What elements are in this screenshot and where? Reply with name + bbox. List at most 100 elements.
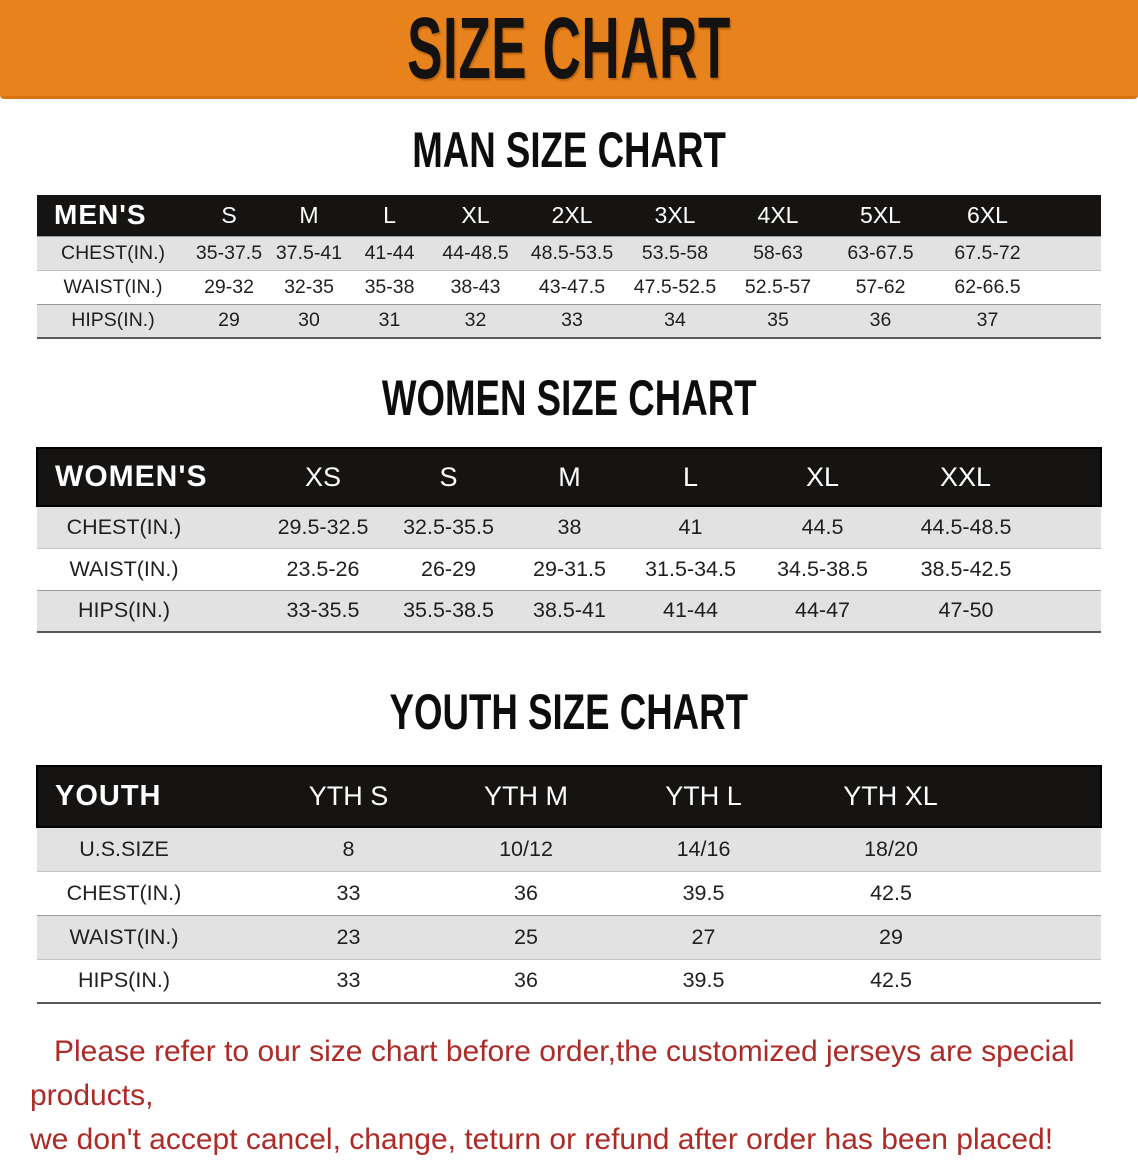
- measurement-row: CHEST(IN.) 35-37.5 37.5-41 41-44 44-48.5 48.5…: [37, 236, 1101, 270]
- measurement-row-label: WAIST(IN.): [63, 275, 163, 298]
- measurement-row: WAIST(IN.) 29-32 32-35 35-38 38-43 43-47.5 47.…: [37, 270, 1101, 304]
- measurement-value: 35-38: [364, 275, 415, 298]
- size-column-header: YTH XL: [843, 781, 938, 811]
- measurement-value: 35: [767, 309, 789, 332]
- youth-size-table-wrap: YOUTH YTH S YTH M YTH L YTH XL U.S.SIZE 8 10/1…: [0, 765, 1138, 1004]
- measurement-value: 29.5-32.5: [277, 514, 369, 539]
- measurement-row-label: CHEST(IN.): [66, 514, 182, 539]
- banner-title: SIZE CHART: [407, 0, 731, 97]
- measurement-value: 67.5-72: [954, 241, 1021, 264]
- size-column-header: XL: [805, 461, 840, 492]
- women-header-row: WOMEN'S XS S M L XL XXL: [37, 448, 1101, 506]
- measurement-value: 33: [561, 309, 583, 332]
- measurement-value: 32: [464, 309, 487, 332]
- measurement-value: 37.5-41: [275, 241, 343, 264]
- measurement-value: 33: [336, 968, 361, 993]
- measurement-value: 41: [678, 514, 703, 539]
- order-notice: Please refer to our size chart before or…: [0, 1030, 1138, 1162]
- measurement-value: 36: [514, 968, 538, 993]
- measurement-row: WAIST(IN.) 23 25 27 29: [37, 915, 1101, 959]
- measurement-value: 38-43: [450, 275, 501, 298]
- measurement-value: 47-50: [938, 598, 994, 623]
- measurement-value: 33: [336, 880, 361, 905]
- size-column-header: XS: [304, 461, 342, 492]
- man-section-title: MAN SIZE CHART: [0, 121, 1138, 178]
- measurement-value: 48.5-53.5: [530, 241, 614, 264]
- measurement-value: 14/16: [676, 836, 731, 861]
- size-column-header: XL: [461, 201, 490, 228]
- size-column-header: S: [221, 201, 237, 228]
- measurement-value: 29: [218, 309, 240, 332]
- measurement-row: CHEST(IN.) 29.5-32.5 32.5-35.5 38 41 44.5 44.5…: [37, 506, 1101, 548]
- man-section-title-text: MAN SIZE CHART: [412, 121, 726, 178]
- measurement-value: 43-47.5: [538, 275, 606, 298]
- measurement-value: 31: [378, 309, 401, 332]
- measurement-row-label: WAIST(IN.): [69, 924, 179, 949]
- measurement-value: 25: [514, 924, 538, 949]
- size-column-header: L: [682, 461, 699, 492]
- measurement-row: WAIST(IN.) 23.5-26 26-29 29-31.5 31.5-34.5 34…: [37, 548, 1101, 590]
- measurement-value: 35-37.5: [195, 241, 263, 264]
- measurement-value: 36: [514, 880, 538, 905]
- measurement-row: HIPS(IN.) 33 36 39.5 42.5: [37, 959, 1101, 1003]
- size-column-header: 6XL: [967, 201, 1008, 228]
- women-section-title-text: WOMEN SIZE CHART: [381, 369, 757, 426]
- measurement-row-label: U.S.SIZE: [79, 836, 169, 861]
- measurement-value: 32-35: [284, 275, 334, 298]
- women-section-title: WOMEN SIZE CHART: [0, 369, 1138, 426]
- measurement-value: 27: [691, 924, 716, 949]
- size-column-header: YTH L: [665, 781, 742, 811]
- size-column-header: 3XL: [654, 201, 696, 228]
- measurement-value: 39.5: [682, 880, 725, 905]
- measurement-value: 39.5: [682, 968, 725, 993]
- measurement-value: 36: [869, 309, 892, 332]
- measurement-value: 31.5-34.5: [645, 556, 736, 581]
- measurement-value: 57-62: [855, 275, 906, 298]
- measurement-value: 44-47: [795, 598, 850, 623]
- measurement-value: 8: [342, 836, 355, 861]
- size-column-header: L: [383, 201, 396, 228]
- measurement-value: 41-44: [364, 241, 415, 264]
- size-column-header: M: [558, 461, 581, 492]
- measurement-value: 23.5-26: [286, 556, 360, 581]
- measurement-value: 32.5-35.5: [403, 514, 494, 539]
- size-group-label: WOMEN'S: [55, 460, 208, 493]
- measurement-value: 47.5-52.5: [633, 275, 717, 298]
- measurement-row-label: HIPS(IN.): [78, 598, 170, 623]
- measurement-value: 44-48.5: [442, 241, 509, 264]
- measurement-value: 38.5-42.5: [920, 556, 1012, 581]
- order-notice-line2: we don't accept cancel, change, teturn o…: [30, 1123, 1054, 1156]
- measurement-value: 18/20: [864, 836, 918, 861]
- men-size-table-wrap: MEN'S S M L XL 2XL 3XL 4XL 5XL 6XL CHEST(IN.) 35-3…: [0, 195, 1138, 339]
- women-size-table-wrap: WOMEN'S XS S M L XL XXL CHEST(IN.) 29.5-32.5 32.…: [0, 447, 1138, 633]
- measurement-value: 33-35.5: [286, 598, 360, 623]
- measurement-value: 63-67.5: [847, 241, 914, 264]
- measurement-value: 38.5-41: [533, 598, 606, 623]
- measurement-value: 34: [664, 309, 686, 332]
- measurement-value: 42.5: [870, 880, 912, 905]
- measurement-value: 41-44: [663, 598, 718, 623]
- measurement-value: 29: [879, 924, 903, 949]
- measurement-value: 58-63: [753, 241, 803, 264]
- size-column-header: 4XL: [757, 201, 799, 228]
- measurement-value: 29-31.5: [533, 556, 606, 581]
- youth-section-title-text: YOUTH SIZE CHART: [389, 683, 749, 740]
- measurement-value: 23: [336, 924, 361, 949]
- measurement-row: U.S.SIZE 8 10/12 14/16 18/20: [37, 827, 1101, 871]
- measurement-value: 29-32: [204, 275, 254, 298]
- size-column-header: XXL: [939, 461, 992, 492]
- measurement-row-label: CHEST(IN.): [61, 241, 165, 264]
- order-notice-line1: Please refer to our size chart before or…: [30, 1035, 1075, 1112]
- measurement-row: CHEST(IN.) 33 36 39.5 42.5: [37, 871, 1101, 915]
- banner: SIZE CHART: [0, 0, 1138, 99]
- women-size-table: WOMEN'S XS S M L XL XXL CHEST(IN.) 29.5-32.5 32.…: [36, 447, 1102, 633]
- measurement-row-label: HIPS(IN.): [71, 309, 155, 332]
- measurement-value: 38: [557, 514, 582, 539]
- measurement-row: HIPS(IN.) 29 30 31 32 33 34 35 36 37: [37, 304, 1101, 338]
- measurement-value: 52.5-57: [744, 275, 812, 298]
- size-group-label: MEN'S: [54, 199, 147, 231]
- measurement-value: 44.5: [801, 514, 844, 539]
- size-column-header: S: [439, 461, 458, 492]
- measurement-value: 62-66.5: [954, 275, 1021, 298]
